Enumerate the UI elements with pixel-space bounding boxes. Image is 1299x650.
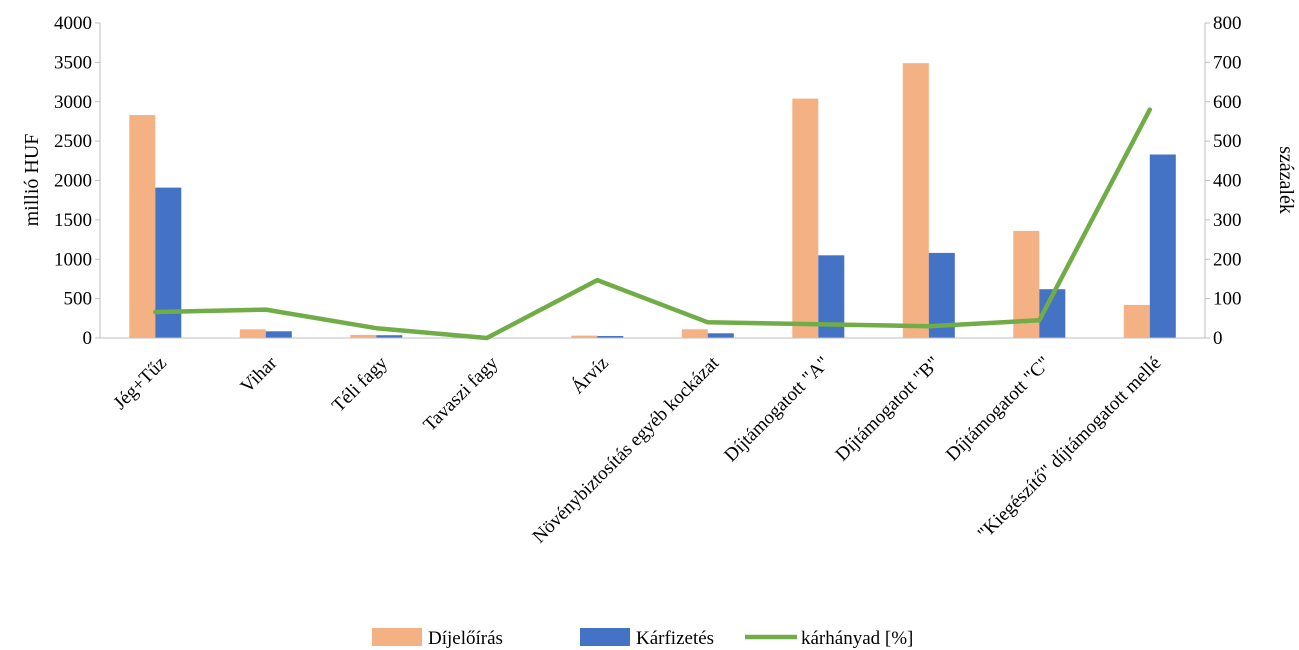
legend-label: Kárfizetés — [636, 628, 714, 649]
bar — [792, 98, 819, 338]
legend-swatch — [580, 628, 630, 646]
y2-tick-label: 300 — [1213, 210, 1242, 231]
legend-label: Díjelőírás — [428, 628, 503, 649]
bar — [1149, 154, 1176, 338]
y2-tick-label: 800 — [1213, 13, 1242, 34]
right-axis-ticks: 0 100 200 300 400 500 600 700 800 — [1205, 13, 1242, 349]
y-tick-label: 1500 — [54, 210, 92, 231]
x-tick-label: Jég+Tűz — [110, 353, 171, 414]
category-labels: Jég+Tűz Vihar Téli fagy Tavaszi fagy ÁrvízNö… — [110, 352, 1166, 547]
x-tick-label: Díjtámogatott "C" — [942, 353, 1055, 466]
bar — [376, 335, 403, 338]
line-series — [153, 107, 1153, 341]
x-tick-label: Vihar — [237, 352, 282, 397]
bar — [902, 63, 929, 338]
series-line — [153, 107, 1153, 341]
y-axis-title: millió HUF — [21, 134, 43, 227]
bar — [155, 187, 182, 338]
y2-tick-label: 700 — [1213, 52, 1242, 73]
y-tick-label: 2500 — [54, 131, 92, 152]
y2-tick-label: 200 — [1213, 249, 1242, 270]
bar — [707, 333, 734, 338]
y-tick-label: 0 — [83, 328, 93, 349]
bar — [239, 329, 266, 338]
y-tick-label: 500 — [64, 289, 93, 310]
x-tick-label: Tavaszi fagy — [419, 352, 502, 435]
y2-tick-label: 0 — [1213, 328, 1223, 349]
bar — [1123, 304, 1150, 338]
bar-series — [129, 63, 1176, 338]
x-tick-label: Díjtámogatott "A" — [720, 353, 834, 467]
y-tick-label: 2000 — [54, 171, 92, 192]
legend-swatch — [372, 628, 422, 646]
y2-tick-label: 100 — [1213, 289, 1242, 310]
bar — [350, 334, 377, 338]
y2-tick-label: 500 — [1213, 131, 1242, 152]
left-axis-ticks: 0 500 1000 1500 2000 2500 3000 3500 4000 — [54, 13, 100, 349]
bar — [681, 329, 708, 338]
bar — [265, 331, 292, 338]
bar — [597, 336, 624, 338]
y-tick-label: 3000 — [54, 92, 92, 113]
x-tick-label: Téli fagy — [328, 352, 392, 416]
axes — [99, 23, 1206, 339]
y-tick-label: 3500 — [54, 52, 92, 73]
y2-tick-label: 400 — [1213, 171, 1242, 192]
y-tick-label: 4000 — [54, 13, 92, 34]
x-tick-label: Árvíz — [567, 352, 613, 398]
bar — [129, 115, 156, 338]
x-tick-label: Növénybiztosítás egyéb kockázat — [529, 352, 724, 547]
x-tick-label: "Kiegészítő" díjtámogatott mellé — [974, 353, 1165, 544]
legend: Díjelőírás Kárfizetés kárhányad [%] — [372, 628, 913, 649]
y2-tick-label: 600 — [1213, 92, 1242, 113]
y-tick-label: 1000 — [54, 249, 92, 270]
y2-axis-title: százalék — [1275, 146, 1297, 214]
legend-label: kárhányad [%] — [801, 628, 913, 649]
x-tick-label: Díjtámogatott "B" — [832, 353, 945, 466]
bar — [571, 335, 598, 338]
